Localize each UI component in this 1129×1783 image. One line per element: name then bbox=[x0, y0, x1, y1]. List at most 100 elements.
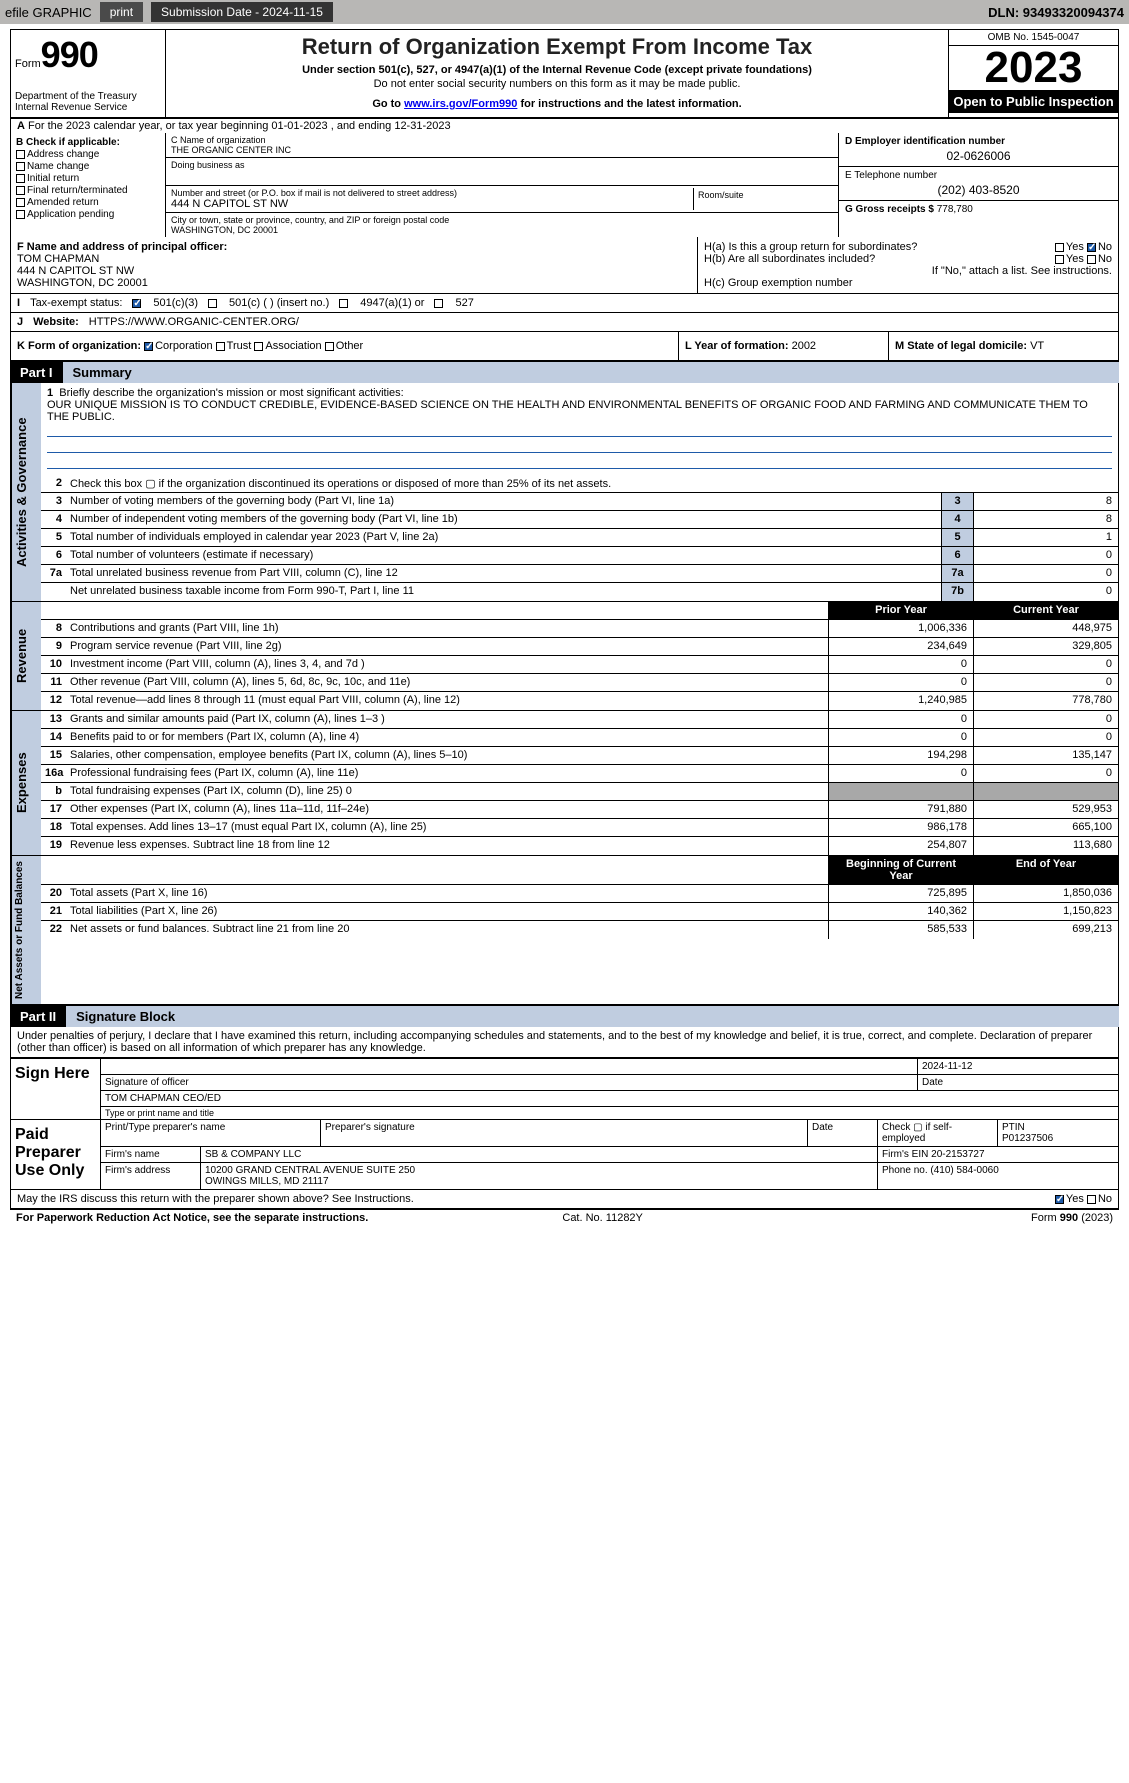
form-title: Return of Organization Exempt From Incom… bbox=[174, 34, 940, 60]
hb-yes-checkbox[interactable] bbox=[1055, 255, 1064, 264]
p15: 194,298 bbox=[828, 747, 973, 764]
dept-label: Department of the Treasury Internal Reve… bbox=[15, 91, 161, 113]
print-button[interactable]: print bbox=[100, 2, 143, 22]
ha-label: H(a) Is this a group return for subordin… bbox=[704, 241, 917, 253]
org-city: WASHINGTON, DC 20001 bbox=[171, 225, 833, 235]
checkbox-501c[interactable] bbox=[208, 299, 217, 308]
title-block: Return of Organization Exempt From Incom… bbox=[166, 30, 948, 117]
c8: 448,975 bbox=[973, 620, 1118, 637]
side-expenses: Expenses bbox=[11, 711, 41, 855]
c18: 665,100 bbox=[973, 819, 1118, 836]
subtitle: Under section 501(c), 527, or 4947(a)(1)… bbox=[174, 64, 940, 76]
p8: 1,006,336 bbox=[828, 620, 973, 637]
sign-here-label: Sign Here bbox=[11, 1059, 101, 1119]
firm-name: SB & COMPANY LLC bbox=[201, 1147, 878, 1162]
p11: 0 bbox=[828, 674, 973, 691]
gross-receipts: 778,780 bbox=[937, 204, 973, 215]
checkbox-corporation[interactable] bbox=[144, 342, 153, 351]
year-formation: 2002 bbox=[792, 340, 816, 352]
val-3: 8 bbox=[973, 493, 1118, 510]
checkbox-trust[interactable] bbox=[216, 342, 225, 351]
p17: 791,880 bbox=[828, 801, 973, 818]
c14: 0 bbox=[973, 729, 1118, 746]
row-a: A For the 2023 calendar year, or tax yea… bbox=[10, 119, 1119, 133]
sign-date: 2024-11-12 bbox=[918, 1059, 1118, 1075]
checkbox-initial-return[interactable] bbox=[16, 174, 25, 183]
part1-label: Part I bbox=[10, 362, 63, 383]
val-6: 0 bbox=[973, 547, 1118, 564]
p22: 585,533 bbox=[828, 921, 973, 939]
checkbox-final-return[interactable] bbox=[16, 186, 25, 195]
officer-name: TOM CHAPMAN bbox=[17, 253, 691, 265]
ha-no-checkbox[interactable] bbox=[1087, 243, 1096, 252]
ein-value: 02-0626006 bbox=[845, 149, 1112, 163]
p12: 1,240,985 bbox=[828, 692, 973, 710]
p10: 0 bbox=[828, 656, 973, 673]
p21: 140,362 bbox=[828, 903, 973, 920]
phone-value: (202) 403-8520 bbox=[845, 183, 1112, 197]
form-id-block: Form990 Department of the Treasury Inter… bbox=[11, 30, 166, 117]
checkbox-501c3[interactable] bbox=[132, 299, 141, 308]
room-suite-label: Room/suite bbox=[693, 188, 833, 210]
val-4: 8 bbox=[973, 511, 1118, 528]
ptin-value: P01237506 bbox=[1002, 1133, 1114, 1144]
val-5: 1 bbox=[973, 529, 1118, 546]
hb-no-checkbox[interactable] bbox=[1087, 255, 1096, 264]
c22: 699,213 bbox=[973, 921, 1118, 939]
c10: 0 bbox=[973, 656, 1118, 673]
c16a: 0 bbox=[973, 765, 1118, 782]
p9: 234,649 bbox=[828, 638, 973, 655]
checkbox-name-change[interactable] bbox=[16, 162, 25, 171]
checkbox-address-change[interactable] bbox=[16, 150, 25, 159]
discuss-no-checkbox[interactable] bbox=[1087, 1195, 1096, 1204]
officer-addr2: WASHINGTON, DC 20001 bbox=[17, 277, 691, 289]
part2-title: Signature Block bbox=[66, 1006, 1119, 1027]
org-name: THE ORGANIC CENTER INC bbox=[171, 145, 833, 155]
checkbox-association[interactable] bbox=[254, 342, 263, 351]
p14: 0 bbox=[828, 729, 973, 746]
ha-yes-checkbox[interactable] bbox=[1055, 243, 1064, 252]
subtitle2: Do not enter social security numbers on … bbox=[174, 78, 940, 90]
checkbox-527[interactable] bbox=[434, 299, 443, 308]
form-number: 990 bbox=[41, 34, 98, 75]
state-domicile: VT bbox=[1030, 340, 1044, 352]
hb-label: H(b) Are all subordinates included? bbox=[704, 253, 875, 265]
year-block: OMB No. 1545-0047 2023 Open to Public In… bbox=[948, 30, 1118, 117]
check-b-block: B Check if applicable: Address change Na… bbox=[11, 133, 166, 237]
toolbar: efile GRAPHIC print Submission Date - 20… bbox=[0, 0, 1129, 24]
p20: 725,895 bbox=[828, 885, 973, 902]
c19: 113,680 bbox=[973, 837, 1118, 855]
submission-button[interactable]: Submission Date - 2024-11-15 bbox=[151, 2, 333, 22]
line2-text: Check this box ▢ if the organization dis… bbox=[66, 475, 1118, 492]
dln-label: DLN: 93493320094374 bbox=[988, 5, 1124, 20]
discuss-yes-checkbox[interactable] bbox=[1055, 1195, 1064, 1204]
mission-text: OUR UNIQUE MISSION IS TO CONDUCT CREDIBL… bbox=[47, 399, 1112, 423]
instructions-link[interactable]: www.irs.gov/Form990 bbox=[404, 98, 517, 110]
c13: 0 bbox=[973, 711, 1118, 728]
checkbox-amended-return[interactable] bbox=[16, 198, 25, 207]
checkbox-application-pending[interactable] bbox=[16, 210, 25, 219]
firm-ein: 20-2153727 bbox=[931, 1149, 984, 1160]
footer-left: For Paperwork Reduction Act Notice, see … bbox=[16, 1212, 368, 1224]
val-7b: 0 bbox=[973, 583, 1118, 601]
officer-signed: TOM CHAPMAN CEO/ED bbox=[101, 1090, 1118, 1107]
side-netassets: Net Assets or Fund Balances bbox=[11, 856, 41, 1004]
val-7a: 0 bbox=[973, 565, 1118, 582]
checkbox-other[interactable] bbox=[325, 342, 334, 351]
p19: 254,807 bbox=[828, 837, 973, 855]
hc-label: H(c) Group exemption number bbox=[704, 277, 1112, 289]
c20: 1,850,036 bbox=[973, 885, 1118, 902]
firm-address: 10200 GRAND CENTRAL AVENUE SUITE 250 OWI… bbox=[201, 1163, 878, 1189]
c12: 778,780 bbox=[973, 692, 1118, 710]
org-address: 444 N CAPITOL ST NW bbox=[171, 198, 693, 210]
checkbox-4947[interactable] bbox=[339, 299, 348, 308]
firm-phone: (410) 584-0060 bbox=[930, 1165, 998, 1176]
open-public-label: Open to Public Inspection bbox=[949, 90, 1118, 113]
hb-note: If "No," attach a list. See instructions… bbox=[704, 265, 1112, 277]
penalty-text: Under penalties of perjury, I declare th… bbox=[10, 1027, 1119, 1057]
p18: 986,178 bbox=[828, 819, 973, 836]
footer-right: Form 990 (2023) bbox=[1031, 1212, 1113, 1224]
officer-addr1: 444 N CAPITOL ST NW bbox=[17, 265, 691, 277]
efile-label: efile GRAPHIC bbox=[5, 5, 92, 20]
c9: 329,805 bbox=[973, 638, 1118, 655]
